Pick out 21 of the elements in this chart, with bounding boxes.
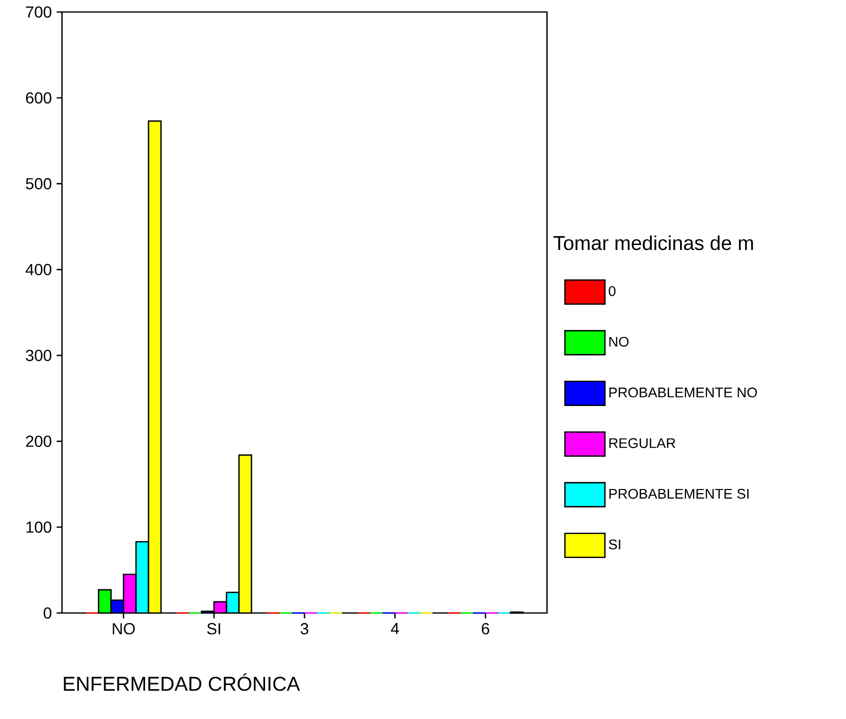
y-tick-label: 200 [26,436,52,447]
legend-label: SI [608,540,620,550]
legend-label: 0 [608,286,616,296]
legend-title: Tomar medicinas de m [554,235,753,250]
x-tick-label: 6 [482,623,490,634]
legend-label: NO [609,336,629,347]
legend-label: PROBABLEMENTE SI [609,488,749,499]
x-tick-label: SI [207,623,220,634]
legend-label: REGULAR [609,438,676,448]
y-tick-label: 700 [26,6,52,18]
y-tick-label: 500 [26,178,52,190]
y-tick-label: 300 [26,350,52,362]
x-axis-title: ENFERMEDAD CRÓNICA [64,673,300,691]
y-tick-label: 0 [44,607,52,619]
x-tick-label: NO [112,623,135,634]
legend-label: PROBABLEMENTE NO [609,388,757,398]
y-tick-label: 100 [26,521,52,533]
y-tick-label: 600 [26,92,52,104]
x-tick-label: 3 [300,623,308,634]
y-tick-label: 400 [26,264,52,276]
x-tick-label: 4 [390,623,399,634]
